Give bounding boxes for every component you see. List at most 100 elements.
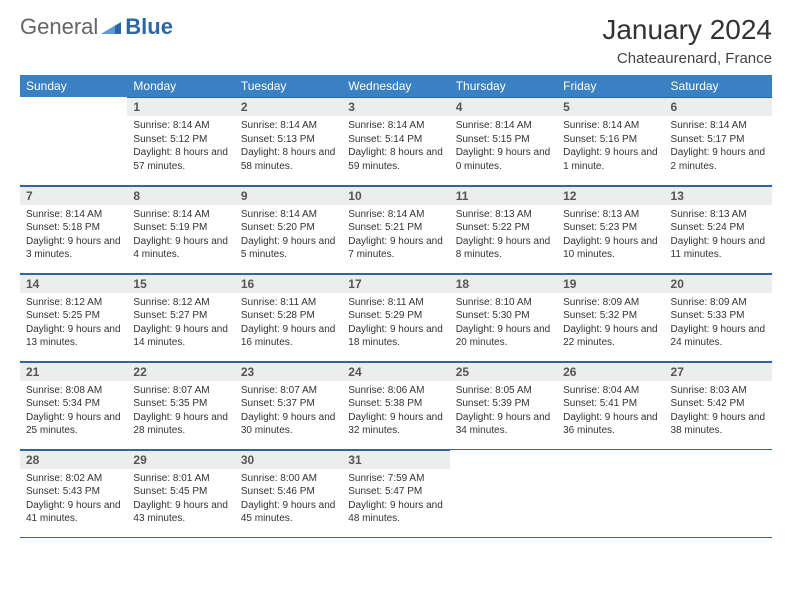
day-details: Sunrise: 8:13 AMSunset: 5:22 PMDaylight:…: [450, 205, 557, 266]
day-details: Sunrise: 8:13 AMSunset: 5:24 PMDaylight:…: [665, 205, 772, 266]
sunset-text: Sunset: 5:24 PM: [671, 221, 766, 235]
sunset-text: Sunset: 5:42 PM: [671, 397, 766, 411]
daylight-text: Daylight: 9 hours and 36 minutes.: [563, 411, 658, 438]
day-number: 15: [127, 274, 234, 293]
daylight-text: Daylight: 9 hours and 3 minutes.: [26, 235, 121, 262]
day-number: 1: [127, 97, 234, 116]
day-number: 9: [235, 186, 342, 205]
sunrise-text: Sunrise: 8:10 AM: [456, 296, 551, 310]
calendar-day-cell: 13Sunrise: 8:13 AMSunset: 5:24 PMDayligh…: [665, 185, 772, 273]
sunset-text: Sunset: 5:32 PM: [563, 309, 658, 323]
weekday-header: Thursday: [450, 75, 557, 97]
sunrise-text: Sunrise: 8:09 AM: [563, 296, 658, 310]
sunrise-text: Sunrise: 8:05 AM: [456, 384, 551, 398]
sunset-text: Sunset: 5:37 PM: [241, 397, 336, 411]
calendar-day-cell: 25Sunrise: 8:05 AMSunset: 5:39 PMDayligh…: [450, 361, 557, 449]
day-number: 27: [665, 362, 772, 381]
daylight-text: Daylight: 9 hours and 7 minutes.: [348, 235, 443, 262]
calendar-day-cell: 11Sunrise: 8:13 AMSunset: 5:22 PMDayligh…: [450, 185, 557, 273]
sunset-text: Sunset: 5:29 PM: [348, 309, 443, 323]
day-details: Sunrise: 8:14 AMSunset: 5:20 PMDaylight:…: [235, 205, 342, 266]
daylight-text: Daylight: 9 hours and 48 minutes.: [348, 499, 443, 526]
sunrise-text: Sunrise: 8:11 AM: [348, 296, 443, 310]
day-number: 17: [342, 274, 449, 293]
calendar-day-cell: 30Sunrise: 8:00 AMSunset: 5:46 PMDayligh…: [235, 449, 342, 537]
calendar-day-cell: 1Sunrise: 8:14 AMSunset: 5:12 PMDaylight…: [127, 97, 234, 185]
day-details: Sunrise: 8:13 AMSunset: 5:23 PMDaylight:…: [557, 205, 664, 266]
calendar-day-cell: 6Sunrise: 8:14 AMSunset: 5:17 PMDaylight…: [665, 97, 772, 185]
calendar-day-cell: 20Sunrise: 8:09 AMSunset: 5:33 PMDayligh…: [665, 273, 772, 361]
page-header: General Blue January 2024 Chateaurenard,…: [20, 14, 772, 67]
calendar-day-cell: 15Sunrise: 8:12 AMSunset: 5:27 PMDayligh…: [127, 273, 234, 361]
day-details: Sunrise: 8:05 AMSunset: 5:39 PMDaylight:…: [450, 381, 557, 442]
calendar-day-cell: 14Sunrise: 8:12 AMSunset: 5:25 PMDayligh…: [20, 273, 127, 361]
day-number: 19: [557, 274, 664, 293]
day-number: 30: [235, 450, 342, 469]
weekday-header-row: Sunday Monday Tuesday Wednesday Thursday…: [20, 75, 772, 97]
sunrise-text: Sunrise: 8:06 AM: [348, 384, 443, 398]
sunset-text: Sunset: 5:45 PM: [133, 485, 228, 499]
calendar-day-cell: 28Sunrise: 8:02 AMSunset: 5:43 PMDayligh…: [20, 449, 127, 537]
calendar-week-row: 21Sunrise: 8:08 AMSunset: 5:34 PMDayligh…: [20, 361, 772, 449]
sunset-text: Sunset: 5:39 PM: [456, 397, 551, 411]
day-details: Sunrise: 8:07 AMSunset: 5:35 PMDaylight:…: [127, 381, 234, 442]
sunset-text: Sunset: 5:38 PM: [348, 397, 443, 411]
calendar-day-cell: 26Sunrise: 8:04 AMSunset: 5:41 PMDayligh…: [557, 361, 664, 449]
day-details: Sunrise: 8:14 AMSunset: 5:17 PMDaylight:…: [665, 116, 772, 177]
day-details: Sunrise: 8:14 AMSunset: 5:15 PMDaylight:…: [450, 116, 557, 177]
sunrise-text: Sunrise: 8:14 AM: [348, 119, 443, 133]
brand-triangle-icon: [101, 14, 121, 40]
daylight-text: Daylight: 9 hours and 5 minutes.: [241, 235, 336, 262]
sunrise-text: Sunrise: 8:12 AM: [133, 296, 228, 310]
sunrise-text: Sunrise: 8:04 AM: [563, 384, 658, 398]
sunset-text: Sunset: 5:41 PM: [563, 397, 658, 411]
sunrise-text: Sunrise: 8:13 AM: [563, 208, 658, 222]
sunset-text: Sunset: 5:28 PM: [241, 309, 336, 323]
sunrise-text: Sunrise: 8:14 AM: [241, 119, 336, 133]
day-details: Sunrise: 8:11 AMSunset: 5:29 PMDaylight:…: [342, 293, 449, 354]
day-number: 2: [235, 97, 342, 116]
calendar-day-cell: 16Sunrise: 8:11 AMSunset: 5:28 PMDayligh…: [235, 273, 342, 361]
calendar-week-row: 14Sunrise: 8:12 AMSunset: 5:25 PMDayligh…: [20, 273, 772, 361]
daylight-text: Daylight: 9 hours and 14 minutes.: [133, 323, 228, 350]
calendar-day-cell: 29Sunrise: 8:01 AMSunset: 5:45 PMDayligh…: [127, 449, 234, 537]
calendar-day-cell: 12Sunrise: 8:13 AMSunset: 5:23 PMDayligh…: [557, 185, 664, 273]
sunset-text: Sunset: 5:33 PM: [671, 309, 766, 323]
daylight-text: Daylight: 9 hours and 24 minutes.: [671, 323, 766, 350]
sunrise-text: Sunrise: 8:14 AM: [563, 119, 658, 133]
sunrise-text: Sunrise: 8:08 AM: [26, 384, 121, 398]
day-details: Sunrise: 8:06 AMSunset: 5:38 PMDaylight:…: [342, 381, 449, 442]
weekday-header: Monday: [127, 75, 234, 97]
day-details: Sunrise: 8:10 AMSunset: 5:30 PMDaylight:…: [450, 293, 557, 354]
day-number: 14: [20, 274, 127, 293]
sunset-text: Sunset: 5:17 PM: [671, 133, 766, 147]
day-details: Sunrise: 8:14 AMSunset: 5:16 PMDaylight:…: [557, 116, 664, 177]
sunset-text: Sunset: 5:47 PM: [348, 485, 443, 499]
day-number: 10: [342, 186, 449, 205]
sunset-text: Sunset: 5:12 PM: [133, 133, 228, 147]
daylight-text: Daylight: 8 hours and 57 minutes.: [133, 146, 228, 173]
day-number: 3: [342, 97, 449, 116]
sunrise-text: Sunrise: 8:07 AM: [241, 384, 336, 398]
day-details: Sunrise: 8:14 AMSunset: 5:21 PMDaylight:…: [342, 205, 449, 266]
day-number: 29: [127, 450, 234, 469]
day-number: 16: [235, 274, 342, 293]
calendar-day-cell: 22Sunrise: 8:07 AMSunset: 5:35 PMDayligh…: [127, 361, 234, 449]
calendar-day-cell: [665, 449, 772, 537]
sunset-text: Sunset: 5:19 PM: [133, 221, 228, 235]
sunrise-text: Sunrise: 8:03 AM: [671, 384, 766, 398]
calendar-day-cell: [450, 449, 557, 537]
daylight-text: Daylight: 9 hours and 13 minutes.: [26, 323, 121, 350]
day-details: Sunrise: 8:14 AMSunset: 5:13 PMDaylight:…: [235, 116, 342, 177]
calendar-day-cell: 2Sunrise: 8:14 AMSunset: 5:13 PMDaylight…: [235, 97, 342, 185]
calendar-day-cell: 3Sunrise: 8:14 AMSunset: 5:14 PMDaylight…: [342, 97, 449, 185]
day-details: Sunrise: 8:12 AMSunset: 5:25 PMDaylight:…: [20, 293, 127, 354]
daylight-text: Daylight: 9 hours and 22 minutes.: [563, 323, 658, 350]
calendar-week-row: 28Sunrise: 8:02 AMSunset: 5:43 PMDayligh…: [20, 449, 772, 537]
day-number: 20: [665, 274, 772, 293]
day-details: Sunrise: 8:14 AMSunset: 5:14 PMDaylight:…: [342, 116, 449, 177]
day-number: 23: [235, 362, 342, 381]
weekday-header: Sunday: [20, 75, 127, 97]
day-number: 11: [450, 186, 557, 205]
calendar-day-cell: 18Sunrise: 8:10 AMSunset: 5:30 PMDayligh…: [450, 273, 557, 361]
